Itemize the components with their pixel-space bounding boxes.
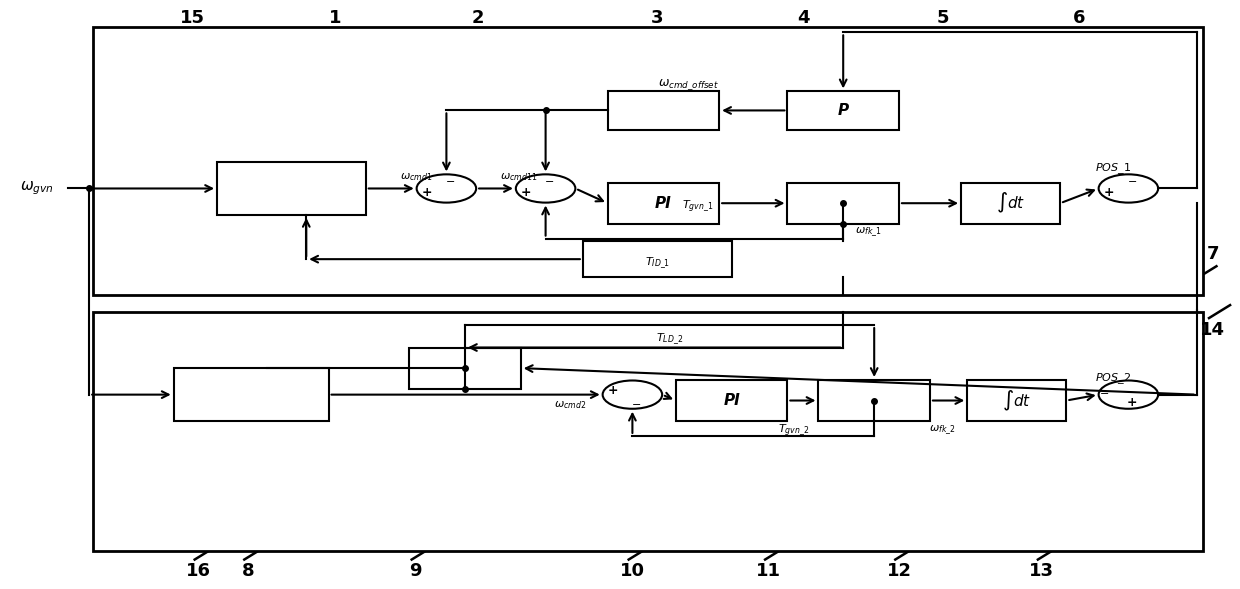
Text: +: +: [422, 186, 432, 199]
Text: $\int dt$: $\int dt$: [1002, 389, 1032, 412]
Text: 14: 14: [1200, 321, 1225, 339]
Bar: [608, 91, 719, 130]
Text: $POS\_2$: $POS\_2$: [1095, 371, 1132, 386]
Text: 2: 2: [471, 9, 484, 27]
Bar: [409, 348, 521, 389]
Text: 16: 16: [186, 562, 211, 580]
Text: +: +: [521, 186, 531, 199]
Text: $\omega_{cmd1}$: $\omega_{cmd1}$: [401, 171, 433, 183]
Text: +: +: [608, 384, 618, 397]
Bar: [787, 183, 899, 224]
Bar: [676, 380, 787, 421]
Text: $\omega_{cmd11}$: $\omega_{cmd11}$: [500, 171, 537, 183]
Bar: [608, 183, 719, 224]
Text: 3: 3: [651, 9, 663, 27]
Text: P: P: [838, 103, 848, 118]
Text: 12: 12: [887, 562, 911, 580]
Text: 11: 11: [756, 562, 781, 580]
Text: PI: PI: [723, 393, 740, 408]
Text: $-$: $-$: [445, 176, 455, 185]
Text: $T_{gvn\_1}$: $T_{gvn\_1}$: [682, 198, 714, 214]
Text: $\omega_{fk\_1}$: $\omega_{fk\_1}$: [854, 226, 882, 239]
Bar: [583, 241, 732, 277]
Text: 9: 9: [409, 562, 422, 580]
Bar: [961, 183, 1060, 224]
Text: 13: 13: [1029, 562, 1054, 580]
Text: 6: 6: [1073, 9, 1085, 27]
Text: 5: 5: [936, 9, 949, 27]
Text: $-$: $-$: [1099, 387, 1109, 396]
Text: $T_{gvn\_2}$: $T_{gvn\_2}$: [777, 422, 810, 438]
Text: PI: PI: [655, 196, 672, 211]
Text: 7: 7: [1207, 246, 1219, 263]
Text: $\omega_{cmd2}$: $\omega_{cmd2}$: [554, 399, 587, 411]
Bar: [93, 312, 1203, 551]
Text: $\omega_{gvn}$: $\omega_{gvn}$: [20, 180, 55, 197]
Bar: [967, 380, 1066, 421]
Text: $\int dt$: $\int dt$: [996, 191, 1025, 215]
Text: 8: 8: [242, 562, 254, 580]
Text: 15: 15: [180, 9, 205, 27]
Text: 4: 4: [797, 9, 810, 27]
Bar: [818, 380, 930, 421]
Text: 10: 10: [620, 562, 645, 580]
Text: $-$: $-$: [544, 176, 554, 185]
Text: $T_{LD\_2}$: $T_{LD\_2}$: [656, 332, 683, 347]
Bar: [217, 162, 366, 215]
Bar: [787, 91, 899, 130]
Bar: [174, 368, 329, 421]
Text: $T_{ID\_1}$: $T_{ID\_1}$: [645, 256, 670, 271]
Text: $\omega_{cmd\_offset}$: $\omega_{cmd\_offset}$: [657, 77, 719, 92]
Text: $POS\_1$: $POS\_1$: [1095, 161, 1132, 176]
Text: +: +: [1127, 396, 1137, 409]
Bar: [93, 27, 1203, 294]
Text: $\omega_{fk\_2}$: $\omega_{fk\_2}$: [929, 423, 956, 436]
Text: 1: 1: [329, 9, 341, 27]
Text: $-$: $-$: [631, 398, 641, 408]
Text: +: +: [1104, 186, 1114, 199]
Text: $-$: $-$: [1127, 176, 1137, 185]
